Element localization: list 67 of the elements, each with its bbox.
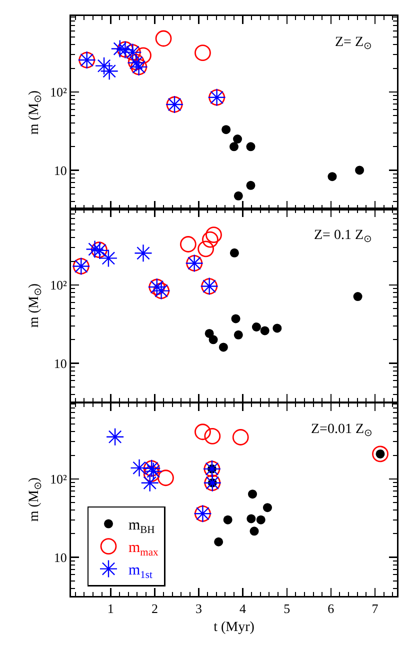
point xyxy=(234,191,243,200)
point xyxy=(223,515,232,524)
point xyxy=(246,514,256,523)
x-tick-label: 3 xyxy=(196,600,202,616)
y-tick-label: 10 xyxy=(54,549,67,564)
point xyxy=(232,428,249,446)
point xyxy=(134,244,152,263)
point xyxy=(100,62,118,80)
point xyxy=(328,172,337,182)
x-axis-title: t (Myr) xyxy=(214,620,255,635)
y-tick-label: 10 xyxy=(54,162,67,178)
x-tick-label: 1 xyxy=(107,600,114,616)
point xyxy=(262,502,272,512)
annotation: Z= 0.1 Z$_{⊙}$ xyxy=(314,228,372,246)
y-tick-label: 10 xyxy=(54,356,67,372)
point xyxy=(353,292,362,302)
point xyxy=(140,473,159,492)
point xyxy=(234,330,243,340)
point xyxy=(110,40,129,58)
point xyxy=(272,324,282,334)
legend-label: m$_{BH}$ xyxy=(128,517,156,536)
y-tick-label: 10² xyxy=(50,84,67,100)
point xyxy=(246,142,256,152)
x-tick-label: 7 xyxy=(372,600,379,616)
point xyxy=(230,248,239,258)
x-tick-label: 5 xyxy=(284,600,290,616)
point xyxy=(260,326,270,336)
point xyxy=(208,335,218,344)
x-tick-label: 6 xyxy=(328,600,335,616)
x-tick-label: 2 xyxy=(151,600,158,616)
annotation: Z= Z$_{⊙}$ xyxy=(335,35,372,52)
point xyxy=(214,537,224,546)
x-tick-label: 4 xyxy=(240,600,247,616)
point xyxy=(252,322,261,332)
point xyxy=(250,526,259,536)
point xyxy=(204,428,221,444)
point xyxy=(233,134,242,144)
point xyxy=(202,232,218,248)
annotation: Z=0.01 Z$_{⊙}$ xyxy=(311,422,372,439)
point xyxy=(256,515,266,524)
point xyxy=(206,226,222,244)
point xyxy=(222,125,231,134)
point xyxy=(248,489,257,498)
point xyxy=(155,30,172,47)
point xyxy=(180,236,196,253)
point xyxy=(218,343,228,352)
legend-label: m$_{max}$ xyxy=(128,540,159,558)
y-tick-label: 10² xyxy=(50,278,67,293)
point xyxy=(158,469,174,486)
point xyxy=(355,166,364,175)
y-tick-label: 10² xyxy=(50,471,67,486)
point xyxy=(86,240,104,259)
point xyxy=(372,445,388,462)
point xyxy=(99,249,118,268)
point xyxy=(94,56,114,75)
point xyxy=(194,44,211,62)
point xyxy=(143,465,160,482)
point xyxy=(231,314,240,324)
point xyxy=(135,47,152,64)
point xyxy=(230,142,238,152)
point xyxy=(106,427,124,446)
point xyxy=(130,458,148,477)
point xyxy=(246,180,256,190)
legend-label: m$_{1st}$ xyxy=(128,562,153,580)
point xyxy=(194,423,211,440)
point xyxy=(144,462,162,480)
point xyxy=(198,241,214,258)
